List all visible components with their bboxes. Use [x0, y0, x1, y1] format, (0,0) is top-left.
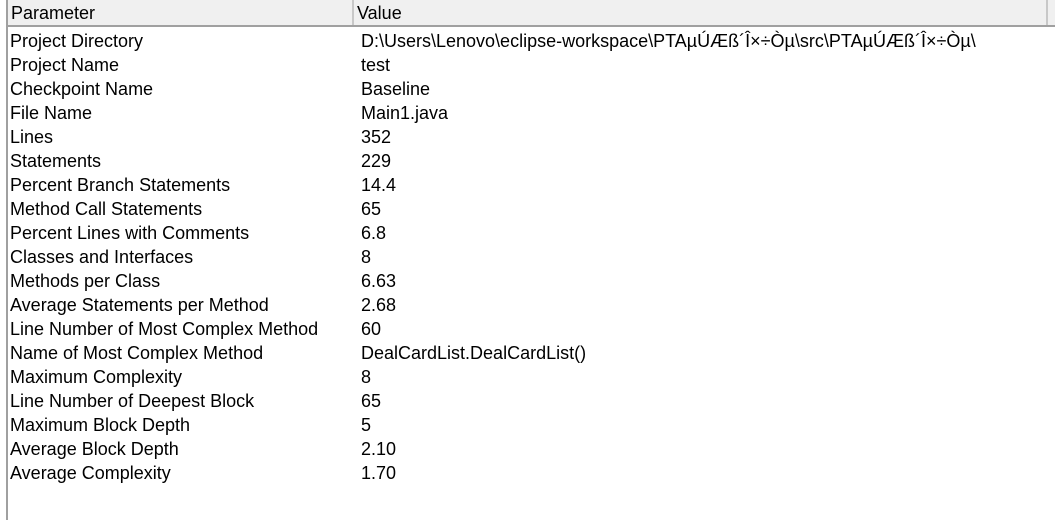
table-row[interactable]: Method Call Statements 65	[10, 197, 1051, 221]
value-cell: 8	[361, 247, 372, 267]
parameter-cell: Percent Branch Statements	[10, 175, 231, 195]
value-cell: 5	[361, 415, 372, 435]
value-cell: 8	[361, 367, 372, 387]
value-cell: D:\Users\Lenovo\eclipse-workspace\PTAµÚÆ…	[361, 31, 976, 51]
value-cell: 65	[361, 199, 382, 219]
table-row[interactable]: Average Block Depth 2.10	[10, 437, 1051, 461]
value-cell: 14.4	[361, 175, 397, 195]
parameter-cell: Lines	[10, 127, 54, 147]
value-cell: 60	[361, 319, 382, 339]
parameter-cell: Average Statements per Method	[10, 295, 269, 315]
table-row[interactable]: Name of Most Complex Method DealCardList.…	[10, 341, 1051, 365]
value-cell: 6.8	[361, 223, 387, 243]
value-cell: Baseline	[361, 79, 431, 99]
parameter-cell: Methods per Class	[10, 271, 161, 291]
value-cell: Main1.java	[361, 103, 449, 123]
value-cell: 352	[361, 127, 392, 147]
table-row[interactable]: Methods per Class 6.63	[10, 269, 1051, 293]
value-cell: DealCardList.DealCardList()	[361, 343, 587, 363]
value-cell: test	[361, 55, 391, 75]
parameter-cell: Classes and Interfaces	[10, 247, 194, 267]
column-header-parameter[interactable]: Parameter	[8, 0, 354, 25]
table-row[interactable]: File Name Main1.java	[10, 101, 1051, 125]
table-row[interactable]: Statements 229	[10, 149, 1051, 173]
value-cell: 6.63	[361, 271, 397, 291]
parameter-cell: Line Number of Most Complex Method	[10, 319, 319, 339]
parameter-cell: Maximum Complexity	[10, 367, 183, 387]
table-row[interactable]: Project Name test	[10, 53, 1051, 77]
table-row[interactable]: Maximum Block Depth 5	[10, 413, 1051, 437]
table-frame	[6, 0, 1055, 520]
value-cell: 2.10	[361, 439, 397, 459]
parameter-cell: Name of Most Complex Method	[10, 343, 264, 363]
table-row[interactable]: Classes and Interfaces 8	[10, 245, 1051, 269]
table-row[interactable]: Maximum Complexity 8	[10, 365, 1051, 389]
parameter-cell: Maximum Block Depth	[10, 415, 191, 435]
table-row[interactable]: Line Number of Deepest Block 65	[10, 389, 1051, 413]
parameter-cell: Average Block Depth	[10, 439, 179, 459]
parameter-cell: File Name	[10, 103, 93, 123]
parameter-cell: Project Directory	[10, 31, 144, 51]
value-cell: 1.70	[361, 463, 397, 483]
table-header: Parameter Value	[8, 0, 1055, 27]
table-row[interactable]: Average Statements per Method 2.68	[10, 293, 1051, 317]
table-row[interactable]: Percent Branch Statements 14.4	[10, 173, 1051, 197]
parameter-cell: Average Complexity	[10, 463, 171, 483]
value-cell: 65	[361, 391, 382, 411]
table-row[interactable]: Average Complexity 1.70	[10, 461, 1051, 485]
parameter-cell: Percent Lines with Comments	[10, 223, 250, 243]
parameter-cell: Statements	[10, 151, 102, 171]
table-body: Project Directory D:\Users\Lenovo\eclipse…	[10, 29, 1051, 485]
value-cell: 229	[361, 151, 392, 171]
value-cell: 2.68	[361, 295, 397, 315]
column-header-value[interactable]: Value	[354, 0, 1048, 25]
parameter-cell: Method Call Statements	[10, 199, 203, 219]
parameter-cell: Line Number of Deepest Block	[10, 391, 255, 411]
parameter-cell: Checkpoint Name	[10, 79, 154, 99]
table-row[interactable]: Project Directory D:\Users\Lenovo\eclipse…	[10, 29, 1051, 53]
table-row[interactable]: Line Number of Most Complex Method 60	[10, 317, 1051, 341]
parameter-cell: Project Name	[10, 55, 120, 75]
table-row[interactable]: Checkpoint Name Baseline	[10, 77, 1051, 101]
table-row[interactable]: Percent Lines with Comments 6.8	[10, 221, 1051, 245]
table-row[interactable]: Lines 352	[10, 125, 1051, 149]
